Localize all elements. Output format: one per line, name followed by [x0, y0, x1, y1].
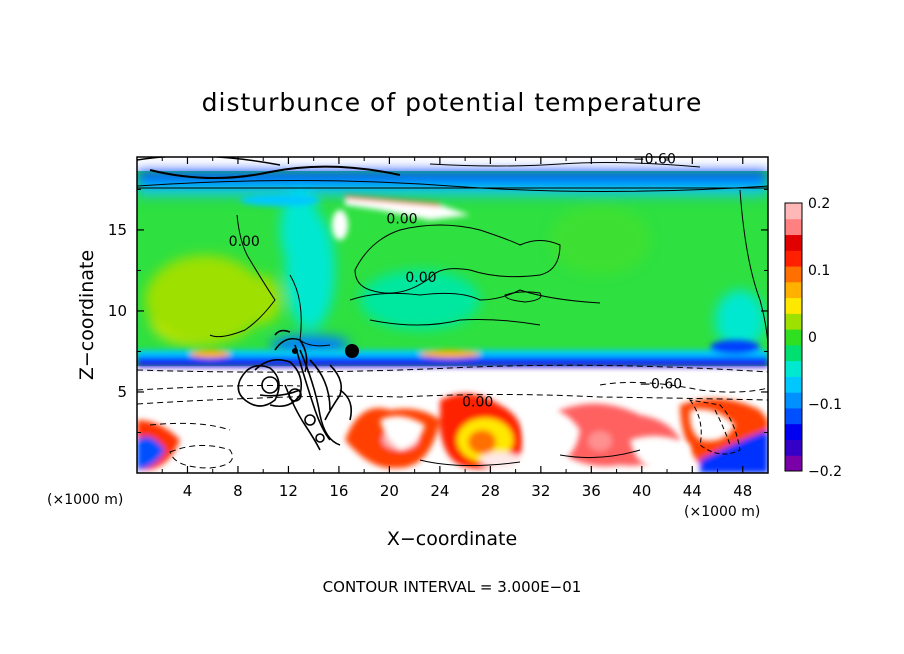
x-tick-label: 48 — [733, 482, 752, 500]
y-axis-label: Z−coordinate — [76, 250, 98, 380]
colorbar-tick-label: 0.1 — [808, 263, 830, 279]
contour-label: 0.00 — [462, 395, 493, 411]
x-unit-right: (×1000 m) — [684, 504, 760, 520]
x-axis: 4 8 12 16 20 24 28 32 36 40 44 48 — [161, 157, 752, 500]
heatmap-field — [137, 157, 768, 473]
colorbar-segment — [785, 203, 802, 220]
wave-packet-contours — [237, 329, 353, 451]
colorbar-tick-label: −0.2 — [808, 464, 842, 480]
contour-label: −0.60 — [639, 377, 682, 393]
colorbar-segment — [785, 250, 802, 267]
y-axis: 5 10 15 — [108, 188, 768, 433]
colorbar-segment — [785, 376, 802, 393]
contour-interval: CONTOUR INTERVAL = 3.000E−01 — [323, 578, 582, 596]
colorbar-segment — [785, 281, 802, 299]
colorbar-segment — [785, 344, 802, 362]
colorbar-segment — [785, 455, 802, 472]
x-tick-label: 8 — [233, 482, 243, 500]
colorbar-tick-label: 0 — [808, 330, 817, 346]
contour-label: 0.00 — [386, 211, 417, 227]
x-tick-label: 36 — [582, 482, 601, 500]
colorbar-segment — [785, 329, 802, 346]
contour-dot — [345, 344, 359, 358]
plot-frame — [136, 156, 769, 474]
x-tick-label: 16 — [329, 482, 348, 500]
x-tick-label: 32 — [531, 482, 550, 500]
colorbar-tick-label: 0.2 — [808, 196, 830, 212]
x-tick-label: 20 — [380, 482, 399, 500]
x-tick-label: 40 — [632, 482, 651, 500]
colorbar-segment — [785, 407, 802, 425]
colorbar-segment — [785, 234, 802, 251]
contour-labels: 0.00 0.00 0.00 0.00 −0.60 −0.60 — [229, 151, 682, 410]
contour-label: 0.00 — [405, 270, 436, 286]
y-tick-label: 5 — [117, 383, 127, 401]
x-tick-label: 28 — [481, 482, 500, 500]
colorbar-tick-label: −0.1 — [808, 397, 842, 413]
colorbar-segment — [785, 218, 802, 236]
y-tick-label: 10 — [108, 302, 127, 320]
colorbar-frame — [784, 202, 803, 472]
colorbar-segment — [785, 297, 802, 314]
x-tick-label: 24 — [430, 482, 449, 500]
contour-dot — [292, 348, 298, 354]
x-tick-label: 44 — [683, 482, 702, 500]
colorbar-segment — [785, 439, 802, 456]
y-tick-label: 15 — [108, 221, 127, 239]
x-tick-label: 12 — [279, 482, 298, 500]
colorbar-segment — [785, 313, 802, 330]
contour-label: −0.60 — [633, 151, 676, 167]
colorbar-segment — [785, 266, 802, 283]
x-unit-left: (×1000 m) — [47, 492, 123, 508]
x-axis-label: X−coordinate — [387, 528, 517, 550]
x-tick-label: 4 — [183, 482, 193, 500]
chart-title: disturbunce of potential temperature — [202, 88, 703, 117]
contour-label: 0.00 — [229, 234, 260, 250]
colorbar: 0.2 0.1 0 −0.1 −0.2 — [784, 196, 842, 480]
colorbar-segment — [785, 392, 802, 409]
colorbar-segment — [785, 360, 802, 377]
contour-lines — [137, 157, 768, 469]
colorbar-segment — [785, 423, 802, 440]
